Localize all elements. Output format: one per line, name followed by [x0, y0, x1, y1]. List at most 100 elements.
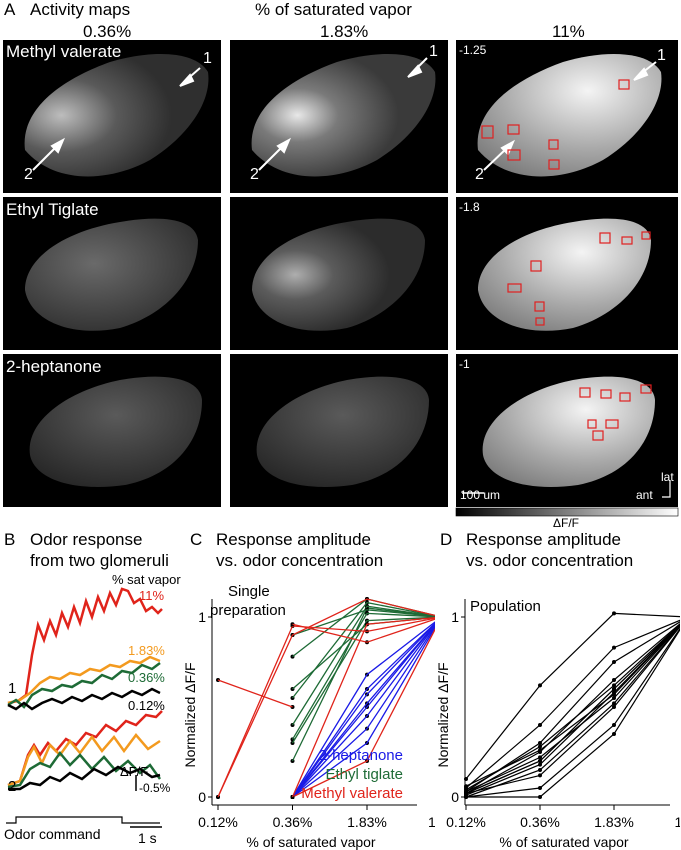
- chart-c-legend-2: Ethyl tiglate: [325, 766, 403, 783]
- x-tick-label: 11%: [675, 814, 680, 830]
- chart-c-ylabel: Normalized ΔF/F: [185, 662, 198, 767]
- trace-g1-036pct: [7, 662, 161, 709]
- activity-maps-grid: [3, 40, 679, 517]
- panel-d-title-1: Response amplitude: [466, 530, 621, 549]
- series-line: [465, 624, 680, 796]
- trace-g2-036pct: [7, 750, 162, 789]
- chart-c-legend-1: 2-heptanone: [319, 747, 403, 764]
- trace-g1-183pct: [7, 655, 161, 705]
- series-line: [292, 628, 435, 798]
- x-tick-label: 11%: [428, 814, 435, 830]
- arrow-label-1c: 1: [657, 47, 666, 64]
- panel-b-letter: B: [4, 530, 16, 549]
- series-line: [465, 619, 680, 789]
- series-line: [291, 616, 435, 798]
- chart-d-ylabel: Normalized ΔF/F: [435, 662, 451, 767]
- panel-d-title-2: vs. odor concentration: [466, 551, 634, 570]
- series-line: [465, 625, 680, 794]
- panel-b-title-1: Odor response: [30, 530, 143, 549]
- arrow-label-1a: 1: [203, 50, 212, 67]
- colorbar-label: ΔF/F: [553, 516, 580, 530]
- trace-label-012: 0.12%: [128, 698, 165, 713]
- series-line: [291, 612, 435, 740]
- legend-header: % sat vapor: [112, 572, 181, 587]
- roi-outlines: [481, 79, 652, 441]
- series-line: [291, 623, 435, 798]
- series-line: [465, 623, 680, 794]
- trace-g1-11pct: [7, 587, 163, 705]
- arrow-label-1b: 1: [429, 43, 438, 60]
- series-line: [465, 623, 680, 791]
- orientation-ant: ant: [636, 488, 653, 502]
- panel-b-title-2: from two glomeruli: [30, 551, 169, 570]
- panel-c-note-2: preparation: [210, 602, 286, 619]
- odor-command-trace: [6, 816, 160, 824]
- trace-y-scale: -0.5%: [139, 781, 171, 795]
- series-line: [291, 622, 435, 798]
- x-tick-label: 1.83%: [594, 814, 634, 830]
- trace-label-11: 11%: [139, 588, 165, 603]
- scale-min-2: -1.8: [459, 200, 480, 214]
- series-line: [465, 623, 680, 794]
- odor-label-3: 2-heptanone: [6, 357, 102, 376]
- series-line: [291, 601, 435, 699]
- series-line: [291, 623, 435, 798]
- chart-d-series: [464, 611, 680, 799]
- chart-c-series: [216, 597, 435, 799]
- panel-c-title-2: vs. odor concentration: [216, 551, 384, 570]
- x-tick-label: 0.12%: [446, 814, 486, 830]
- trace-g2-012pct: [8, 765, 161, 791]
- trace-g2-183pct: [7, 733, 161, 787]
- series-line: [465, 612, 680, 780]
- conc-label-1: 0.36%: [83, 22, 132, 41]
- panel-d-note: Population: [470, 598, 541, 615]
- chart-c-xlabel: % of saturated vapor: [246, 834, 376, 850]
- arrow-label-2b: 2: [250, 166, 259, 183]
- trace-y-label: ΔF/F: [120, 764, 149, 779]
- chart-c-legend-3: Methyl valerate: [301, 785, 403, 802]
- series-line: [217, 598, 435, 798]
- scale-min-3: -1: [459, 357, 470, 371]
- odor-label-1: Methyl valerate: [6, 42, 122, 61]
- glomerulus-arrows: [32, 57, 657, 171]
- series-line: [217, 617, 435, 798]
- x-tick-label: 0.12%: [198, 814, 238, 830]
- series-line: [292, 624, 435, 798]
- arrow-label-2c: 2: [475, 166, 484, 183]
- trace-label-036: 0.36%: [128, 670, 165, 685]
- trace-label-183: 1.83%: [128, 643, 165, 658]
- x-tick-label: 0.36%: [273, 814, 313, 830]
- odor-label-2: Ethyl Tiglate: [6, 200, 99, 219]
- series-line: [292, 618, 435, 643]
- y-tick-label: 0: [198, 789, 206, 805]
- panel-a-title: Activity maps: [30, 0, 131, 19]
- series-line: [291, 616, 435, 744]
- panel-c-title-1: Response amplitude: [216, 530, 371, 549]
- series-line: [465, 623, 680, 794]
- conc-label-3: 11%: [552, 22, 585, 41]
- series-line: [291, 605, 435, 726]
- conc-label-2: 1.83%: [320, 22, 369, 41]
- chart-d-xlabel: % of saturated vapor: [499, 834, 629, 850]
- x-tick-label: 0.36%: [520, 814, 560, 830]
- panel-c-letter: C: [190, 530, 203, 549]
- y-tick-label: 1: [198, 609, 206, 625]
- series-line: [465, 624, 680, 787]
- y-tick-label: 1: [451, 609, 459, 625]
- series-line: [291, 621, 435, 798]
- chart-c: 0.12% 0.36% 1.83% 11% 0 1 Normalized ΔF/F % o…: [185, 597, 435, 850]
- map-row-methyl-valerate: [3, 40, 678, 193]
- time-scale-label: 1 s: [138, 830, 157, 846]
- series-line: [292, 626, 435, 798]
- colorbar: [455, 507, 679, 517]
- y-tick-label: 0: [451, 789, 459, 805]
- orientation-lat: lat: [661, 470, 674, 484]
- orientation-marker: [662, 480, 671, 498]
- panel-a-letter: A: [4, 0, 16, 19]
- panel-d-letter: D: [440, 530, 453, 549]
- x-tick-label: 1.83%: [347, 814, 387, 830]
- glom-label-1: 1: [8, 680, 17, 697]
- map-row-2-heptanone: [3, 354, 678, 507]
- series-line: [465, 625, 680, 798]
- scale-bar-label: 100 um: [460, 488, 501, 502]
